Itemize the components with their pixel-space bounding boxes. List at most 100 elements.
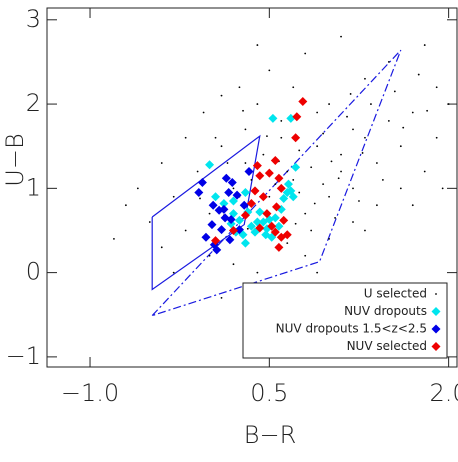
diamond-point: [224, 188, 234, 198]
dot-point: [349, 93, 352, 95]
dot-point: [447, 103, 450, 105]
dot-point: [294, 222, 297, 225]
x-tick-label: 2.0: [430, 379, 458, 407]
dot-point: [376, 162, 378, 164]
dot-point: [316, 271, 319, 274]
diamond-point: [219, 199, 229, 209]
dot-point: [417, 73, 420, 76]
dot-point: [352, 187, 354, 190]
dot-point: [184, 229, 187, 232]
diamond-point: [274, 173, 284, 183]
diamond-point: [226, 215, 236, 225]
legend-marker: [431, 324, 441, 334]
diamond-point: [274, 242, 284, 252]
dot-point: [113, 238, 115, 240]
diamond-point: [228, 225, 238, 235]
diamond-point: [228, 196, 238, 206]
y-tick-label: 2: [26, 89, 41, 117]
dot-point: [242, 109, 244, 112]
diamond-point: [261, 230, 271, 240]
dot-point: [322, 183, 325, 186]
dot-point: [376, 204, 378, 207]
diamond-point: [279, 215, 289, 225]
diamond-point: [240, 210, 250, 220]
dot-point: [220, 145, 223, 148]
diamond-point: [205, 160, 215, 170]
dot-point: [387, 61, 390, 63]
dot-point: [304, 254, 307, 257]
diamond-point: [262, 209, 272, 219]
dot-point: [316, 111, 319, 114]
dot-point: [202, 111, 205, 114]
legend-marker: [435, 293, 437, 295]
diamond-point: [255, 223, 265, 233]
x-tick-label: 0.5: [250, 379, 288, 407]
diamond-point: [252, 161, 262, 171]
diamond-point: [234, 225, 244, 235]
dot-point: [256, 271, 259, 274]
plot-frame: [46, 7, 458, 368]
diamond-point: [255, 207, 265, 217]
legend-label: U selected: [364, 287, 427, 301]
dot-point: [304, 52, 307, 55]
diamond-point: [270, 227, 280, 237]
dot-point: [402, 126, 405, 129]
legend-marker: [431, 307, 441, 316]
dot-point: [172, 195, 175, 198]
dot-point: [160, 162, 163, 164]
diamond-point: [219, 204, 229, 214]
dot-point: [340, 170, 342, 173]
diamond-point: [291, 162, 301, 172]
dot-point: [313, 202, 316, 205]
diamond-point: [239, 200, 249, 210]
diamond-point: [246, 199, 256, 209]
dot-point: [441, 187, 444, 190]
dot-point: [244, 128, 247, 131]
diamond-point: [283, 179, 293, 189]
dot-point: [310, 229, 313, 232]
diamond-point: [221, 173, 231, 183]
dot-point: [423, 170, 426, 173]
diamond-point: [240, 188, 250, 198]
dot-point: [232, 187, 235, 190]
dot-point: [310, 166, 313, 169]
dot-point: [423, 44, 426, 46]
y-axis-label: U−B: [1, 133, 29, 186]
dot-point: [304, 212, 307, 215]
legend-label: NUV selected: [347, 339, 427, 353]
legend-label: NUV dropouts 1.5<z<2.5: [276, 322, 427, 336]
diamond-point: [227, 177, 237, 187]
diamond-point: [291, 133, 301, 143]
diamond-point: [208, 200, 218, 210]
diamond-point: [268, 113, 278, 123]
diamond-point: [207, 220, 217, 230]
dot-point: [160, 246, 163, 249]
dot-point: [244, 162, 247, 164]
diamond-point: [197, 177, 207, 187]
diamond-point: [250, 186, 260, 196]
dot-point: [322, 132, 325, 135]
dot-point: [381, 179, 384, 181]
dot-point: [238, 86, 241, 89]
dot-point: [220, 94, 223, 97]
dot-point: [364, 77, 366, 80]
dot-point: [250, 179, 253, 181]
legend-marker: [431, 342, 441, 351]
dot-point: [268, 69, 271, 72]
dot-point: [316, 145, 319, 148]
dot-point: [124, 204, 127, 207]
dot-point: [435, 136, 438, 139]
diamond-point: [279, 193, 289, 203]
dot-point: [286, 242, 289, 245]
diamond-point: [234, 215, 244, 225]
dot-point: [328, 195, 330, 198]
diamond-point: [246, 221, 256, 231]
diamond-point: [240, 238, 250, 248]
dot-point: [411, 204, 414, 207]
dot-point: [337, 177, 340, 180]
dot-point: [399, 145, 402, 148]
dot-point: [364, 229, 366, 232]
diamond-point: [267, 221, 277, 231]
diamond-point: [211, 236, 221, 246]
